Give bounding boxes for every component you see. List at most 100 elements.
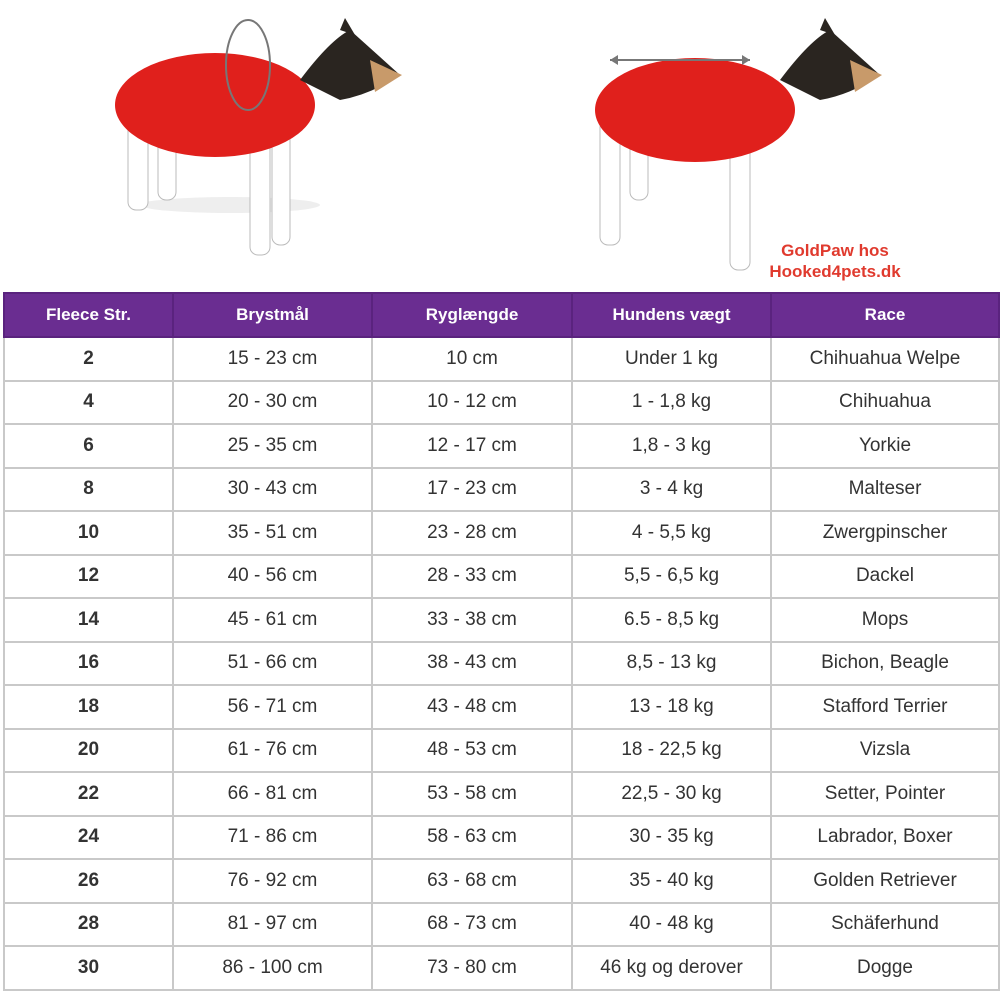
table-cell: 24 [3,814,174,860]
table-cell: 8,5 - 13 kg [571,640,772,686]
table-cell: 18 - 22,5 kg [571,727,772,773]
table-cell: 71 - 86 cm [172,814,373,860]
header-row: Fleece Str. Brystmål Ryglængde Hundens vægt… [3,292,1000,338]
table-body: 2 15 - 23 cm 10 cm Under 1 kg Chihuahua Welp… [3,336,1000,991]
table-cell: 20 - 30 cm [172,379,373,425]
table-cell: 12 [3,553,174,599]
table-cell: 38 - 43 cm [371,640,573,686]
table-cell: 51 - 66 cm [172,640,373,686]
table-cell: 1,8 - 3 kg [571,423,772,469]
table-cell: 4 [3,379,174,425]
table-cell: 1 - 1,8 kg [571,379,772,425]
table-cell: 81 - 97 cm [172,901,373,947]
table-cell: 10 cm [371,336,573,382]
table-cell: Golden Retriever [770,858,1000,904]
column-header: Hundens vægt [571,292,772,338]
table-cell: 2 [3,336,174,382]
table-row: 26 76 - 92 cm 63 - 68 cm 35 - 40 kg Golden R… [3,858,1000,904]
table-row: 2 15 - 23 cm 10 cm Under 1 kg Chihuahua Welp… [3,336,1000,382]
table-cell: 66 - 81 cm [172,771,373,817]
table-cell: 40 - 56 cm [172,553,373,599]
table-cell: 12 - 17 cm [371,423,573,469]
table-row: 18 56 - 71 cm 43 - 48 cm 13 - 18 kg Stafford… [3,684,1000,730]
table-cell: Schäferhund [770,901,1000,947]
table-cell: 61 - 76 cm [172,727,373,773]
table-cell: 20 [3,727,174,773]
table-cell: 28 - 33 cm [371,553,573,599]
credit: GoldPaw hos Hooked4pets.dk [760,240,910,282]
table-cell: 56 - 71 cm [172,684,373,730]
table-cell: Malteser [770,466,1000,512]
table-cell: 4 - 5,5 kg [571,510,772,556]
table-cell: Dackel [770,553,1000,599]
table-cell: 13 - 18 kg [571,684,772,730]
table-cell: 15 - 23 cm [172,336,373,382]
table-cell: Labrador, Boxer [770,814,1000,860]
table-row: 4 20 - 30 cm 10 - 12 cm 1 - 1,8 kg Chihuahua [3,379,1000,425]
table-cell: 3 - 4 kg [571,466,772,512]
table-cell: Yorkie [770,423,1000,469]
table-cell: 73 - 80 cm [371,945,573,991]
table-cell: 35 - 40 kg [571,858,772,904]
table-cell: Bichon, Beagle [770,640,1000,686]
table-row: 6 25 - 35 cm 12 - 17 cm 1,8 - 3 kg Yorkie [3,423,1000,469]
table-cell: 58 - 63 cm [371,814,573,860]
table-cell: 30 - 43 cm [172,466,373,512]
table-row: 10 35 - 51 cm 23 - 28 cm 4 - 5,5 kg Zwergpin… [3,510,1000,556]
dog-chest [115,18,402,256]
table-row: 8 30 - 43 cm 17 - 23 cm 3 - 4 kg Malteser [3,466,1000,512]
table-cell: 86 - 100 cm [172,945,373,991]
table-cell: 10 [3,510,174,556]
table-cell: 45 - 61 cm [172,597,373,643]
column-header: Race [770,292,1000,338]
table-cell: Chihuahua Welpe [770,336,1000,382]
table-cell: 30 [3,945,174,991]
table-cell: Chihuahua [770,379,1000,425]
table-cell: 6.5 - 8,5 kg [571,597,772,643]
table-cell: Mops [770,597,1000,643]
dog-back [595,18,882,271]
table-cell: 8 [3,466,174,512]
table-row: 30 86 - 100 cm 73 - 80 cm 46 kg og derover D… [3,945,1000,991]
table-cell: 40 - 48 kg [571,901,772,947]
table-cell: 46 kg og derover [571,945,772,991]
table-row: 12 40 - 56 cm 28 - 33 cm 5,5 - 6,5 kg Dackel [3,553,1000,599]
table-row: 20 61 - 76 cm 48 - 53 cm 18 - 22,5 kg Vizsla [3,727,1000,773]
table-cell: 17 - 23 cm [371,466,573,512]
table-cell: 10 - 12 cm [371,379,573,425]
table-cell: 68 - 73 cm [371,901,573,947]
illustrations [115,18,882,271]
table-cell: Dogge [770,945,1000,991]
table-cell: 33 - 38 cm [371,597,573,643]
table-cell: 22 [3,771,174,817]
table-cell: 48 - 53 cm [371,727,573,773]
table-row: 22 66 - 81 cm 53 - 58 cm 22,5 - 30 kg Setter… [3,771,1000,817]
table-cell: 5,5 - 6,5 kg [571,553,772,599]
table-row: 28 81 - 97 cm 68 - 73 cm 40 - 48 kg Schäferh… [3,901,1000,947]
table-cell: 76 - 92 cm [172,858,373,904]
table-cell: 43 - 48 cm [371,684,573,730]
table-cell: Under 1 kg [571,336,772,382]
credit-line: Hooked4pets.dk [769,262,901,281]
column-header: Ryglængde [371,292,573,338]
table-cell: 28 [3,901,174,947]
table-cell: 23 - 28 cm [371,510,573,556]
table-row: 24 71 - 86 cm 58 - 63 cm 30 - 35 kg Labrador… [3,814,1000,860]
table-cell: 63 - 68 cm [371,858,573,904]
table-cell: Zwergpinscher [770,510,1000,556]
table-cell: 22,5 - 30 kg [571,771,772,817]
table-cell: 26 [3,858,174,904]
table-cell: Stafford Terrier [770,684,1000,730]
size-table: Fleece Str. Brystmål Ryglængde Hundens vægt… [3,292,1000,991]
table-row: 16 51 - 66 cm 38 - 43 cm 8,5 - 13 kg Bichon,… [3,640,1000,686]
table-cell: 35 - 51 cm [172,510,373,556]
column-header: Brystmål [172,292,373,338]
table-cell: 16 [3,640,174,686]
table-cell: Setter, Pointer [770,771,1000,817]
table-cell: 18 [3,684,174,730]
table-cell: 53 - 58 cm [371,771,573,817]
table-cell: 6 [3,423,174,469]
table-cell: 30 - 35 kg [571,814,772,860]
table-cell: Vizsla [770,727,1000,773]
